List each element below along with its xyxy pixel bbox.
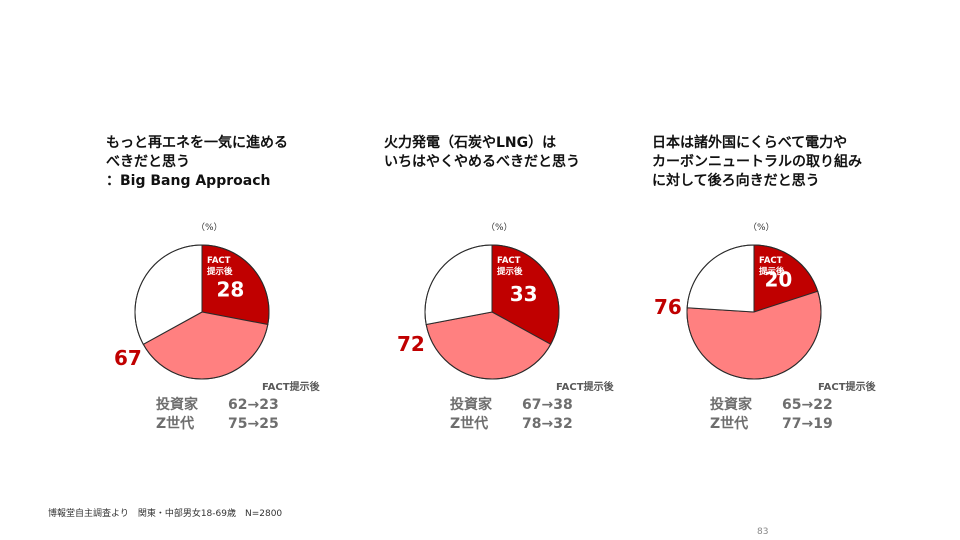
stat-values: 78→32 bbox=[522, 416, 573, 432]
stat-group: 投資家 bbox=[450, 397, 492, 413]
fact-tag-text: FACT bbox=[207, 256, 231, 266]
pie-slice-other bbox=[686, 244, 755, 313]
stat-group: 投資家 bbox=[156, 397, 198, 413]
stat-row-investor: 投資家 67→38 bbox=[450, 394, 573, 414]
fact-tag-text: 提示後 bbox=[207, 266, 233, 277]
stat-group: 投資家 bbox=[710, 397, 752, 413]
fact-header: FACT提示後 bbox=[818, 382, 876, 393]
fact-value-label: 20 bbox=[764, 267, 792, 291]
stat-row-investor: 投資家 65→22 bbox=[710, 394, 833, 414]
stat-group: Z世代 bbox=[710, 416, 749, 432]
stat-values: 67→38 bbox=[522, 397, 573, 413]
pie-chart: FACT提示後 33 bbox=[424, 244, 560, 380]
chart-panel-3: 日本は諸外国にくらべて電力や カーボンニュートラルの取り組み に対して後ろ向きだ… bbox=[652, 0, 952, 540]
stat-row-genz: Z世代 77→19 bbox=[710, 413, 833, 433]
chart-title: 火力発電（石炭やLNG）は いちはやくやめるべきだと思う bbox=[384, 135, 580, 170]
pie-slice-other bbox=[424, 244, 493, 326]
outer-value-label: 76 bbox=[654, 295, 682, 319]
stat-values: 75→25 bbox=[228, 416, 279, 432]
chart-panel-1: もっと再エネを一気に進める べきだと思う ：Big Bang Approach … bbox=[106, 0, 406, 540]
fact-tag-text: FACT bbox=[759, 256, 783, 266]
stat-values: 62→23 bbox=[228, 397, 279, 413]
outer-value-label: 67 bbox=[114, 346, 142, 370]
fact-tag-text: 提示後 bbox=[497, 266, 523, 277]
chart-title: 日本は諸外国にくらべて電力や カーボンニュートラルの取り組み に対して後ろ向きだ… bbox=[652, 135, 862, 189]
chart-panel-2: 火力発電（石炭やLNG）は いちはやくやめるべきだと思う （%） FACT 提示後… bbox=[384, 0, 684, 540]
fact-tag-text: FACT bbox=[497, 256, 521, 266]
source-footnote: 博報堂自主調査より 関東・中部男女18-69歳 N=2800 bbox=[48, 509, 283, 519]
page-number: 83 bbox=[757, 527, 769, 537]
outer-value-label: 72 bbox=[397, 332, 425, 356]
pie-outline bbox=[134, 244, 270, 380]
stat-group: Z世代 bbox=[156, 416, 195, 432]
stat-row-investor: 投資家 62→23 bbox=[156, 394, 279, 414]
unit-label: （%） bbox=[196, 223, 223, 233]
stat-values: 65→22 bbox=[782, 397, 833, 413]
stat-row-genz: Z世代 78→32 bbox=[450, 413, 573, 433]
stat-values: 77→19 bbox=[782, 416, 833, 432]
unit-label: （%） bbox=[748, 223, 775, 233]
fact-header: FACT提示後 bbox=[556, 382, 614, 393]
fact-header: FACT提示後 bbox=[262, 382, 320, 393]
fact-value-label: 28 bbox=[216, 278, 244, 302]
pie-outline bbox=[424, 244, 560, 380]
pie-outline bbox=[686, 244, 822, 380]
fact-tag-text: 提示後 bbox=[759, 266, 785, 277]
chart-title: もっと再エネを一気に進める べきだと思う ：Big Bang Approach bbox=[106, 135, 288, 189]
unit-label: （%） bbox=[486, 223, 513, 233]
stat-row-genz: Z世代 75→25 bbox=[156, 413, 279, 433]
stat-group: Z世代 bbox=[450, 416, 489, 432]
fact-value-label: 33 bbox=[510, 282, 538, 306]
